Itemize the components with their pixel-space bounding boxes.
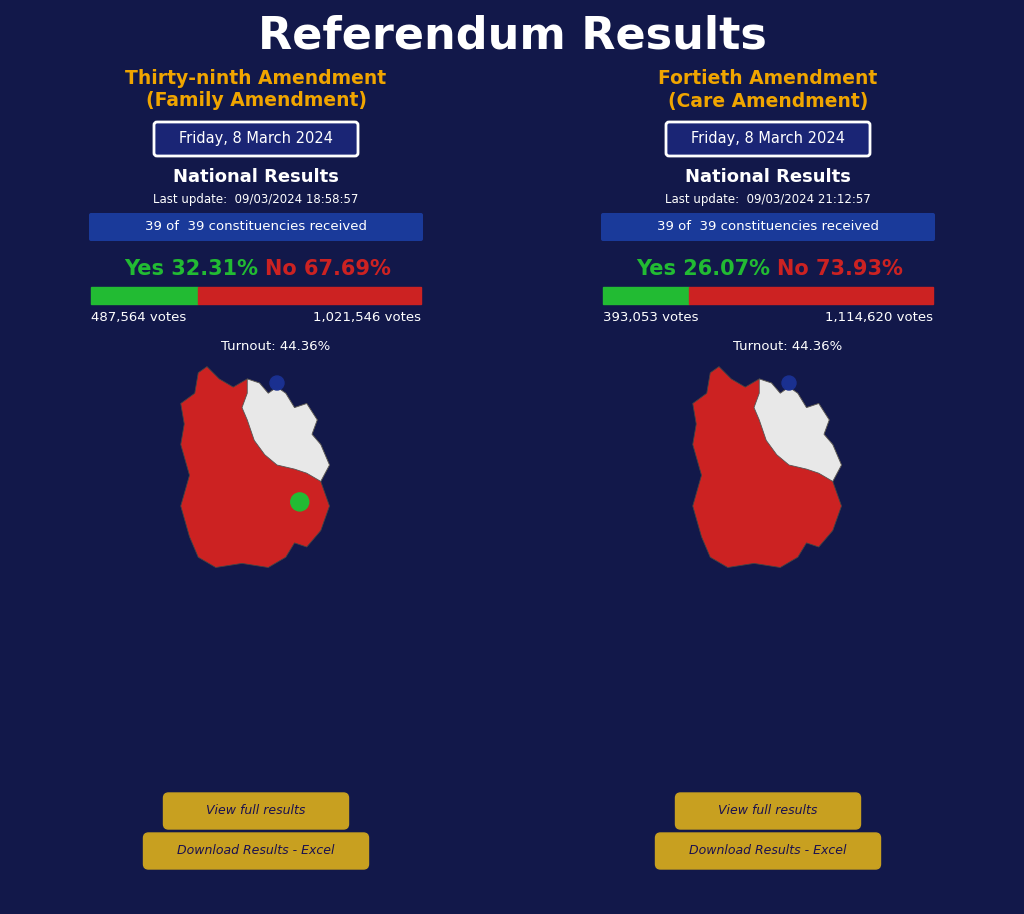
FancyBboxPatch shape <box>164 793 348 829</box>
Text: Yes 26.07%: Yes 26.07% <box>636 259 770 279</box>
FancyBboxPatch shape <box>655 833 881 869</box>
Text: Turnout: 44.36%: Turnout: 44.36% <box>221 341 331 354</box>
Bar <box>689 286 933 303</box>
Text: Friday, 8 March 2024: Friday, 8 March 2024 <box>691 132 845 146</box>
Text: 1,114,620 votes: 1,114,620 votes <box>825 311 933 324</box>
Bar <box>91 286 198 303</box>
FancyBboxPatch shape <box>143 833 369 869</box>
Text: View full results: View full results <box>718 804 818 817</box>
Text: Last update:  09/03/2024 18:58:57: Last update: 09/03/2024 18:58:57 <box>154 193 358 206</box>
Bar <box>198 286 421 303</box>
Text: 39 of  39 constituencies received: 39 of 39 constituencies received <box>145 220 367 233</box>
Polygon shape <box>242 379 330 482</box>
Text: Download Results - Excel: Download Results - Excel <box>689 845 847 857</box>
Text: No 67.69%: No 67.69% <box>265 259 391 279</box>
Text: Thirty-ninth Amendment: Thirty-ninth Amendment <box>125 69 387 89</box>
Text: Turnout: 44.36%: Turnout: 44.36% <box>733 341 843 354</box>
Text: (Care Amendment): (Care Amendment) <box>668 91 868 111</box>
Text: 1,021,546 votes: 1,021,546 votes <box>313 311 421 324</box>
Text: National Results: National Results <box>685 168 851 186</box>
Text: 393,053 votes: 393,053 votes <box>603 311 698 324</box>
Polygon shape <box>181 367 330 568</box>
FancyBboxPatch shape <box>154 122 358 156</box>
Text: Fortieth Amendment: Fortieth Amendment <box>658 69 878 89</box>
Bar <box>603 286 689 303</box>
FancyBboxPatch shape <box>666 122 870 156</box>
Text: Download Results - Excel: Download Results - Excel <box>177 845 335 857</box>
FancyBboxPatch shape <box>89 213 423 241</box>
Text: No 73.93%: No 73.93% <box>777 259 903 279</box>
Text: View full results: View full results <box>206 804 306 817</box>
Text: Yes 32.31%: Yes 32.31% <box>124 259 258 279</box>
Text: National Results: National Results <box>173 168 339 186</box>
Circle shape <box>270 376 284 390</box>
Text: (Family Amendment): (Family Amendment) <box>145 91 367 111</box>
Polygon shape <box>754 379 842 482</box>
Circle shape <box>291 493 309 511</box>
FancyBboxPatch shape <box>676 793 860 829</box>
Text: Friday, 8 March 2024: Friday, 8 March 2024 <box>179 132 333 146</box>
Text: 39 of  39 constituencies received: 39 of 39 constituencies received <box>657 220 879 233</box>
Text: Referendum Results: Referendum Results <box>258 15 766 58</box>
Text: 487,564 votes: 487,564 votes <box>91 311 186 324</box>
Text: Last update:  09/03/2024 21:12:57: Last update: 09/03/2024 21:12:57 <box>666 193 870 206</box>
Polygon shape <box>693 367 842 568</box>
Circle shape <box>782 376 796 390</box>
FancyBboxPatch shape <box>601 213 935 241</box>
